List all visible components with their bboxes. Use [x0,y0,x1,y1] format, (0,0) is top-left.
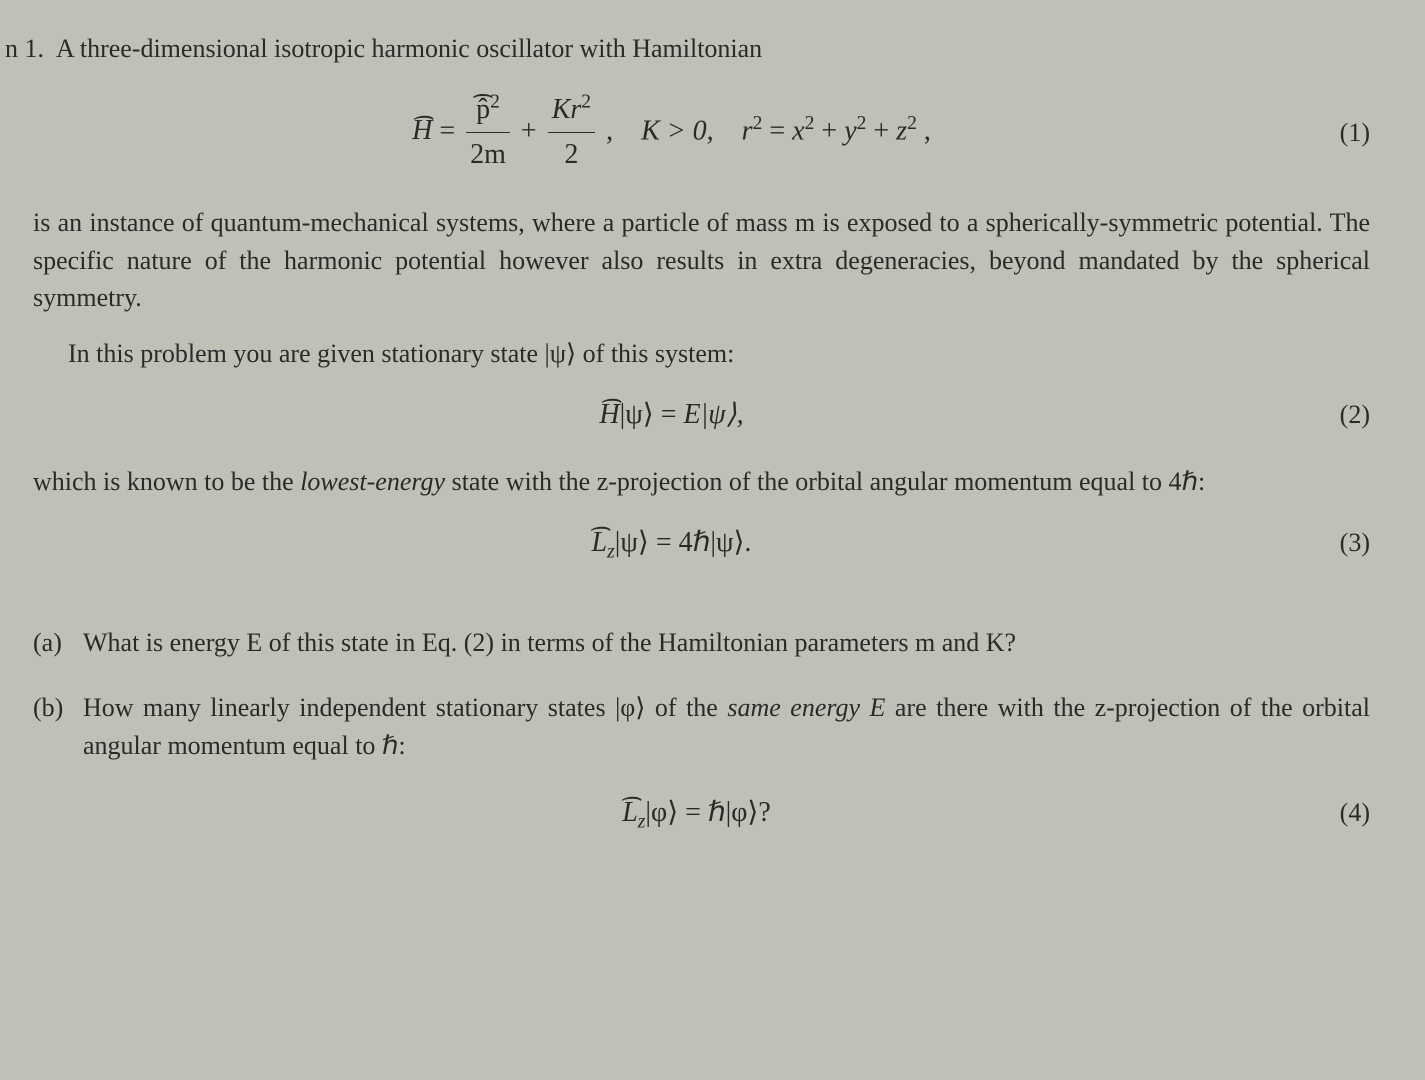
part-b-text: How many linearly independent stationary… [83,689,1370,764]
equation-2: H|ψ⟩ = E|ψ⟩, (2) [33,395,1370,436]
equation-4-number: (4) [1310,794,1370,832]
sub-parts: (a) What is energy E of this state in Eq… [33,624,1370,834]
equation-4: Lz|φ⟩ = ℏ|φ⟩? (4) [83,793,1370,834]
equation-4-content: Lz|φ⟩ = ℏ|φ⟩? [83,793,1310,834]
intro-line: A three-dimensional isotropic harmonic o… [56,30,762,68]
equation-2-content: H|ψ⟩ = E|ψ⟩, [33,395,1310,436]
hamiltonian-symbol: H [412,111,432,152]
part-a: (a) What is energy E of this state in Eq… [33,624,1370,662]
paragraph-3: which is known to be the lowest-energy s… [33,463,1370,501]
paragraph-1: is an instance of quantum-mechanical sys… [33,204,1370,317]
part-b: (b) How many linearly independent statio… [33,689,1370,764]
equation-1-number: (1) [1310,114,1370,152]
part-b-label: (b) [33,689,83,764]
equation-1: H = p̂2 2m + Kr2 2 , K > 0, r2 = x2 + y2… [33,90,1370,176]
paragraph-2: In this problem you are given stationary… [33,335,1370,373]
equation-3-content: Lz|ψ⟩ = 4ℏ|ψ⟩. [33,523,1310,564]
part-a-label: (a) [33,624,83,662]
problem-body: H = p̂2 2m + Kr2 2 , K > 0, r2 = x2 + y2… [33,90,1370,833]
equation-3-number: (3) [1310,524,1370,562]
equation-1-content: H = p̂2 2m + Kr2 2 , K > 0, r2 = x2 + y2… [33,90,1310,176]
equation-3: Lz|ψ⟩ = 4ℏ|ψ⟩. (3) [33,523,1370,564]
equation-2-number: (2) [1310,396,1370,434]
part-a-text: What is energy E of this state in Eq. (2… [83,624,1370,662]
problem-header: n 1. A three-dimensional isotropic harmo… [5,30,1370,68]
problem-number: n 1. [5,30,44,68]
